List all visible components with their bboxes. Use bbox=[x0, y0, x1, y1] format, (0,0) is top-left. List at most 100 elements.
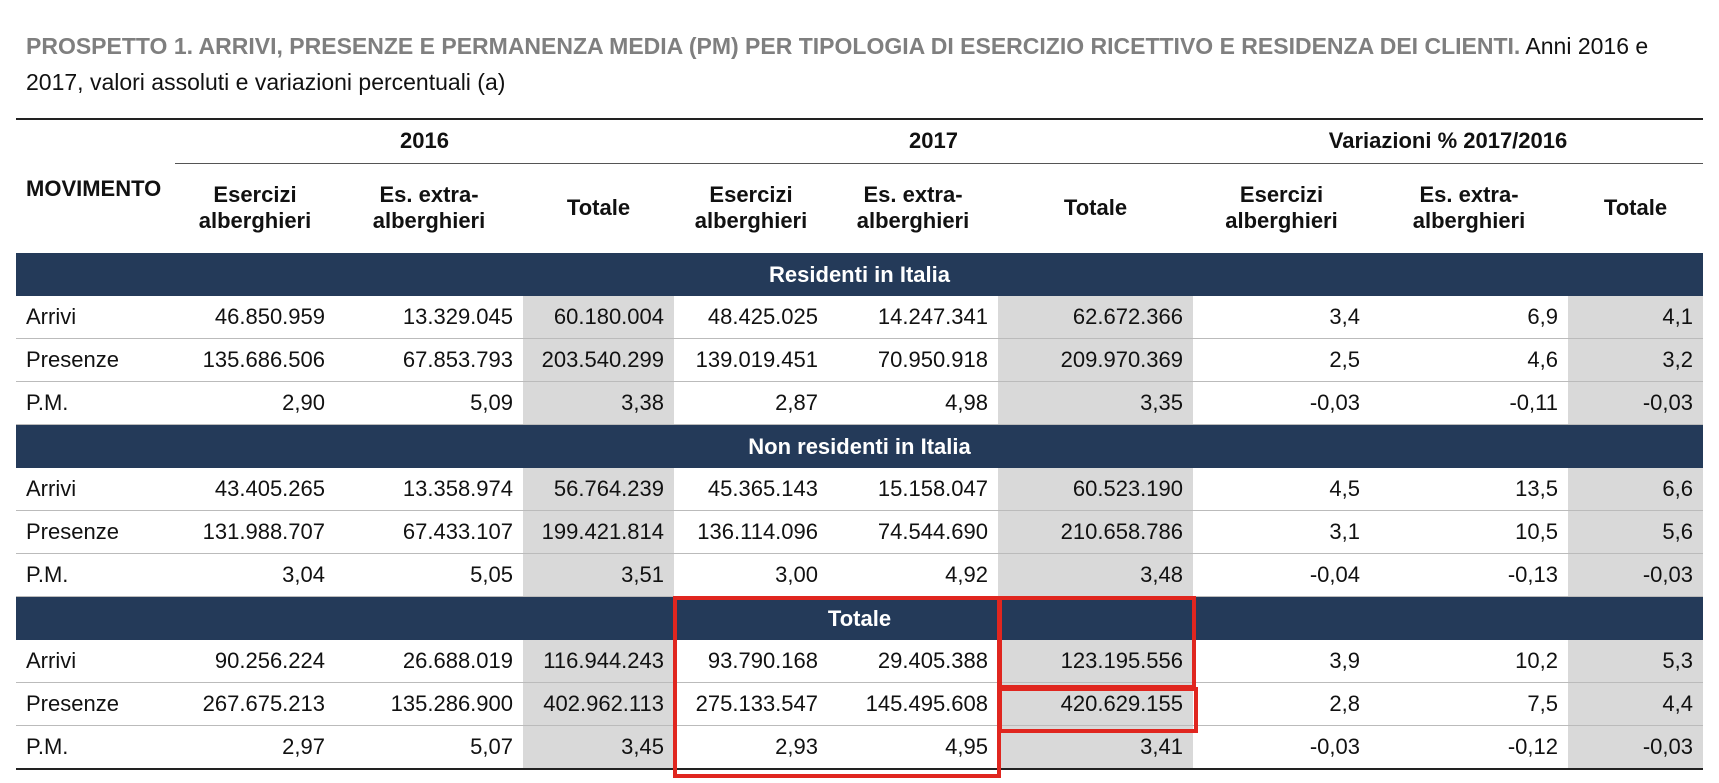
cell: 123.195.556 bbox=[998, 640, 1193, 683]
group-header: 2017 bbox=[674, 119, 1193, 164]
row-label: Presenze bbox=[16, 682, 175, 726]
row-label: P.M. bbox=[16, 725, 175, 770]
cell: 3,38 bbox=[523, 381, 674, 425]
cell: 3,9 bbox=[1193, 640, 1370, 683]
cell: -0,12 bbox=[1370, 725, 1568, 770]
data-row: Arrivi 90.256.224 26.688.019 116.944.243 93.… bbox=[16, 640, 1703, 683]
highlight-box bbox=[998, 596, 1196, 689]
cell: 2,8 bbox=[1193, 682, 1370, 726]
cell: 2,5 bbox=[1193, 338, 1370, 382]
data-row: Presenze 267.675.213 135.286.900 402.962.11… bbox=[16, 682, 1703, 726]
cell: 135.286.900 bbox=[335, 682, 523, 726]
cell: 402.962.113 bbox=[523, 682, 674, 726]
row-label: P.M. bbox=[16, 553, 175, 597]
cell: 13,5 bbox=[1370, 468, 1568, 511]
subheader: Esercizi alberghieri bbox=[694, 182, 808, 234]
cell: 56.764.239 bbox=[523, 468, 674, 511]
cell: 13.329.045 bbox=[335, 296, 523, 339]
cell: 5,05 bbox=[335, 553, 523, 597]
cell: 93.790.168 bbox=[674, 640, 828, 683]
subheader: Es. extra- alberghieri bbox=[1412, 182, 1526, 234]
cell: 3,1 bbox=[1193, 510, 1370, 554]
cell: 203.540.299 bbox=[523, 338, 674, 382]
title: PROSPETTO 1. ARRIVI, PRESENZE E PERMANEN… bbox=[26, 28, 1706, 100]
cell: 46.850.959 bbox=[175, 296, 335, 339]
row-label: Arrivi bbox=[16, 468, 175, 511]
subheader: Es. extra- alberghieri bbox=[856, 182, 970, 234]
cell: 60.180.004 bbox=[523, 296, 674, 339]
cell: 29.405.388 bbox=[828, 640, 998, 683]
cell: 3,51 bbox=[523, 553, 674, 597]
cell: 14.247.341 bbox=[828, 296, 998, 339]
cell: 210.658.786 bbox=[998, 510, 1193, 554]
cell: 2,90 bbox=[175, 381, 335, 425]
cell: 4,95 bbox=[828, 725, 998, 770]
cell: 90.256.224 bbox=[175, 640, 335, 683]
cell: 62.672.366 bbox=[998, 296, 1193, 339]
subheader: Totale bbox=[1603, 195, 1668, 221]
cell: 275.133.547 bbox=[674, 682, 828, 726]
cell: 139.019.451 bbox=[674, 338, 828, 382]
subheader: Totale bbox=[566, 195, 631, 221]
cell: -0,13 bbox=[1370, 553, 1568, 597]
cell: 70.950.918 bbox=[828, 338, 998, 382]
section-row: Non residenti in Italia bbox=[16, 424, 1703, 468]
cell: 145.495.608 bbox=[828, 682, 998, 726]
cell: 74.544.690 bbox=[828, 510, 998, 554]
header-first: MOVIMENTO bbox=[26, 176, 162, 201]
data-row: Arrivi 46.850.959 13.329.045 60.180.004 48.4… bbox=[16, 296, 1703, 339]
cell: 4,1 bbox=[1568, 296, 1703, 339]
cell: 67.853.793 bbox=[335, 338, 523, 382]
subheader: Esercizi alberghieri bbox=[1225, 182, 1338, 234]
cell: 199.421.814 bbox=[523, 510, 674, 554]
group-header: Variazioni % 2017/2016 bbox=[1193, 119, 1703, 164]
section-row: Residenti in Italia bbox=[16, 253, 1703, 296]
row-label: P.M. bbox=[16, 381, 175, 425]
subheader-row: Esercizi alberghieri Es. extra- alberghie… bbox=[16, 163, 1703, 253]
cell: 10,2 bbox=[1370, 640, 1568, 683]
cell: 7,5 bbox=[1370, 682, 1568, 726]
cell: -0,03 bbox=[1193, 381, 1370, 425]
section-title: Totale bbox=[16, 596, 1703, 640]
row-label: Arrivi bbox=[16, 296, 175, 339]
header-row: MOVIMENTO 2016 2017 Variazioni % 2017/2016 bbox=[16, 119, 1703, 201]
section-row: Totale bbox=[16, 596, 1703, 640]
cell: 5,09 bbox=[335, 381, 523, 425]
cell: 6,9 bbox=[1370, 296, 1568, 339]
data-row: P.M. 2,90 5,09 3,38 2,87 4,98 3,35 -0,03 -0,11 -0… bbox=[16, 381, 1703, 425]
cell: 209.970.369 bbox=[998, 338, 1193, 382]
cell: 116.944.243 bbox=[523, 640, 674, 683]
cell: 26.688.019 bbox=[335, 640, 523, 683]
cell: 5,6 bbox=[1568, 510, 1703, 554]
cell: -0,03 bbox=[1568, 381, 1703, 425]
cell: 3,35 bbox=[998, 381, 1193, 425]
cell: 135.686.506 bbox=[175, 338, 335, 382]
cell: 10,5 bbox=[1370, 510, 1568, 554]
cell: 4,6 bbox=[1370, 338, 1568, 382]
cell: 43.405.265 bbox=[175, 468, 335, 511]
subheader: Totale bbox=[1063, 195, 1128, 221]
cell: 13.358.974 bbox=[335, 468, 523, 511]
cell: 4,4 bbox=[1568, 682, 1703, 726]
cell: 5,3 bbox=[1568, 640, 1703, 683]
cell: -0,11 bbox=[1370, 381, 1568, 425]
highlight-box bbox=[998, 687, 1198, 733]
section-title: Residenti in Italia bbox=[16, 253, 1703, 296]
cell: 267.675.213 bbox=[175, 682, 335, 726]
cell: 48.425.025 bbox=[674, 296, 828, 339]
cell: 3,4 bbox=[1193, 296, 1370, 339]
cell: -0,04 bbox=[1193, 553, 1370, 597]
cell: 4,5 bbox=[1193, 468, 1370, 511]
cell: -0,03 bbox=[1568, 725, 1703, 770]
cell: 2,87 bbox=[674, 381, 828, 425]
cell: 3,2 bbox=[1568, 338, 1703, 382]
row-label: Presenze bbox=[16, 338, 175, 382]
row-label: Presenze bbox=[16, 510, 175, 554]
highlight-box bbox=[673, 596, 1001, 778]
cell: 45.365.143 bbox=[674, 468, 828, 511]
data-row: Presenze 135.686.506 67.853.793 203.540.299… bbox=[16, 338, 1703, 382]
cell: 4,92 bbox=[828, 553, 998, 597]
cell: 2,93 bbox=[674, 725, 828, 770]
data-row: Presenze 131.988.707 67.433.107 199.421.814… bbox=[16, 510, 1703, 554]
